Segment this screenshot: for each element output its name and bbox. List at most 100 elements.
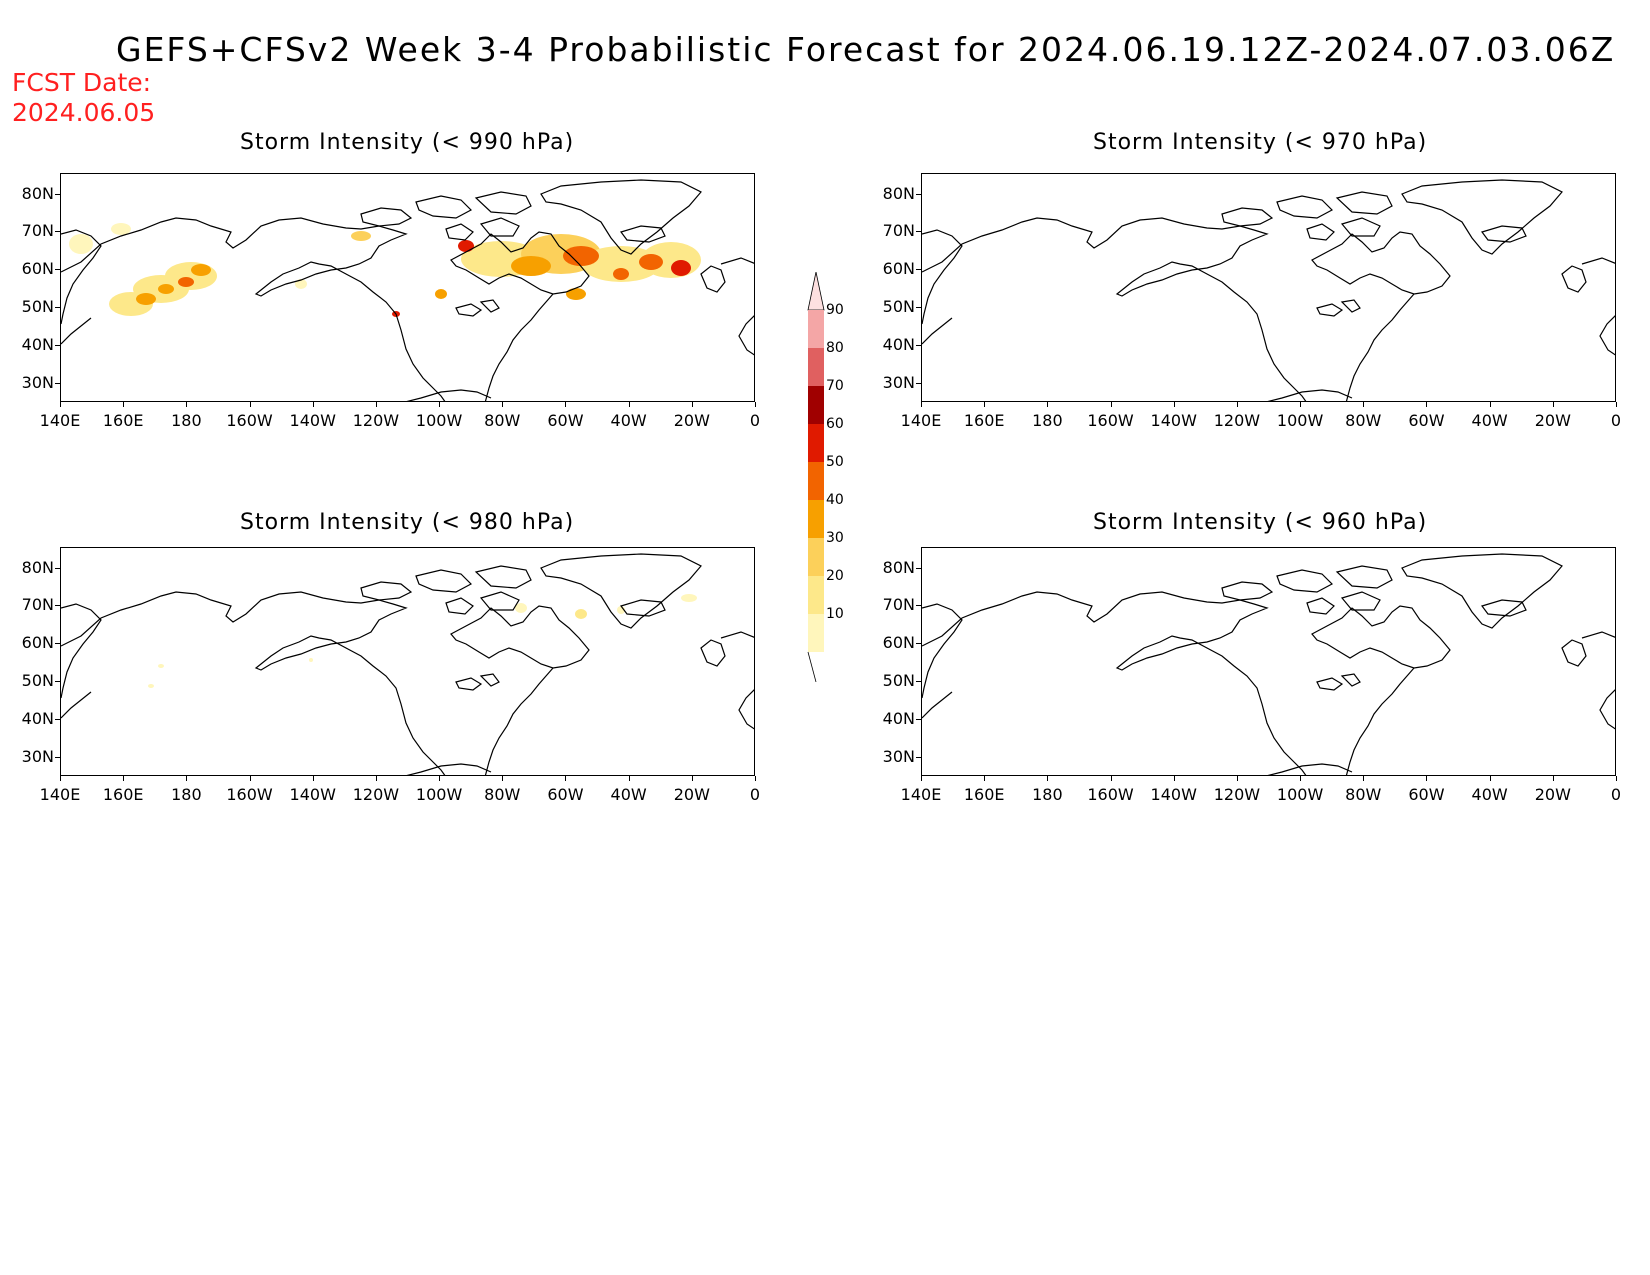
- probability-area: [581, 246, 661, 282]
- probability-area: [158, 664, 164, 668]
- probability-shading: [148, 594, 697, 688]
- coastline-path: [1340, 591, 1381, 611]
- probability-area: [575, 609, 587, 619]
- lat-label: 70N: [21, 221, 54, 241]
- lon-label: 60W: [1408, 785, 1445, 804]
- coastline-path: [1561, 265, 1587, 293]
- colorbar-swatches: [807, 272, 825, 682]
- map-canvas-970: [922, 179, 1615, 401]
- lon-tick: [1236, 402, 1238, 407]
- lon-label: 40W: [1471, 785, 1508, 804]
- lat-label: 80N: [882, 183, 915, 203]
- coastline-path: [1276, 569, 1333, 593]
- lon-label: 60W: [1408, 411, 1445, 430]
- lon-tick: [502, 402, 504, 407]
- probability-area: [178, 277, 194, 287]
- colorbar-level-label: 80: [826, 340, 844, 356]
- lat-tick: [916, 680, 921, 682]
- probability-area: [515, 603, 527, 613]
- colorbar-level-label: 40: [826, 492, 844, 508]
- map-canvas-990: [61, 179, 754, 401]
- lon-label: 60W: [547, 411, 584, 430]
- lat-label: 80N: [21, 557, 54, 577]
- coastlines: [922, 553, 1615, 775]
- lon-tick: [1426, 776, 1428, 781]
- colorbar-swatch: [808, 348, 824, 386]
- lon-tick: [1236, 776, 1238, 781]
- forecast-date-label: FCST Date:: [12, 68, 152, 97]
- map-panel-960: [921, 547, 1616, 776]
- coastline-path: [700, 265, 726, 293]
- lon-tick: [249, 776, 251, 781]
- coastline-path: [922, 691, 953, 719]
- lat-tick: [916, 756, 921, 758]
- coastline-path: [540, 553, 702, 629]
- lon-label: 140W: [1150, 411, 1197, 430]
- lon-tick: [1489, 402, 1491, 407]
- panel-title-960: Storm Intensity (< 960 hPa): [1093, 510, 1428, 535]
- coastline-path: [1561, 639, 1587, 667]
- lon-tick: [1110, 776, 1112, 781]
- coastline-path: [479, 591, 520, 611]
- lat-tick: [916, 382, 921, 384]
- coastline-path: [415, 195, 472, 219]
- coastline-path: [484, 293, 554, 401]
- lon-label: 160W: [226, 411, 273, 430]
- lon-label: 20W: [673, 785, 710, 804]
- coastline-path: [1267, 389, 1353, 401]
- lat-label: 30N: [21, 746, 54, 766]
- lon-label: 180: [171, 411, 202, 430]
- lat-tick: [55, 231, 60, 233]
- lat-tick: [55, 605, 60, 607]
- lat-tick: [916, 605, 921, 607]
- lon-label: 180: [1032, 411, 1063, 430]
- lon-label: 140E: [39, 785, 81, 804]
- lon-tick: [1489, 776, 1491, 781]
- lat-tick: [916, 567, 921, 569]
- lat-label: 70N: [882, 221, 915, 241]
- panel-title-990: Storm Intensity (< 990 hPa): [240, 130, 575, 155]
- colorbar-swatch: [808, 386, 824, 424]
- coastline-path: [406, 389, 492, 401]
- lat-tick: [55, 193, 60, 195]
- coastline-path: [1221, 581, 1274, 601]
- probability-area: [136, 293, 156, 305]
- lon-label: 100W: [1276, 785, 1324, 804]
- lat-tick: [55, 344, 60, 346]
- map-canvas-980: [61, 553, 754, 775]
- colorbar-swatch: [808, 462, 824, 500]
- coastline-path: [479, 217, 520, 237]
- lat-label: 40N: [882, 334, 915, 354]
- lat-label: 70N: [882, 595, 915, 615]
- colorbar-level-label: 20: [826, 568, 844, 584]
- probability-area: [191, 264, 211, 276]
- lon-tick: [375, 776, 377, 781]
- map-canvas-960: [922, 553, 1615, 775]
- coastline-path: [1345, 667, 1415, 775]
- coastline-path: [620, 599, 666, 617]
- lon-tick: [565, 402, 567, 407]
- lon-tick: [628, 776, 630, 781]
- panel-title-970: Storm Intensity (< 970 hPa): [1093, 130, 1428, 155]
- figure-title: GEFS+CFSv2 Week 3-4 Probabilistic Foreca…: [116, 30, 1616, 69]
- lon-tick: [1363, 402, 1365, 407]
- probability-area: [681, 594, 697, 602]
- map-panel-980: [60, 547, 755, 776]
- lon-tick: [565, 776, 567, 781]
- coastlines: [922, 179, 1615, 401]
- colorbar-level-label: 50: [826, 454, 844, 470]
- lon-label: 0: [1610, 411, 1622, 430]
- lon-tick: [691, 776, 693, 781]
- colorbar-over-triangle: [807, 272, 825, 311]
- forecast-date-value: 2024.06.05: [12, 98, 156, 127]
- lon-label: 0: [1610, 785, 1622, 804]
- coastline-path: [61, 691, 92, 719]
- probability-area: [511, 256, 551, 276]
- coastline-path: [61, 603, 102, 699]
- lon-label: 160E: [963, 785, 1005, 804]
- forecast-date-block: FCST Date: 2024.06.05: [12, 68, 155, 128]
- lon-tick: [186, 402, 188, 407]
- lat-label: 50N: [21, 296, 54, 316]
- probability-area: [613, 268, 629, 280]
- probability-area: [69, 234, 93, 254]
